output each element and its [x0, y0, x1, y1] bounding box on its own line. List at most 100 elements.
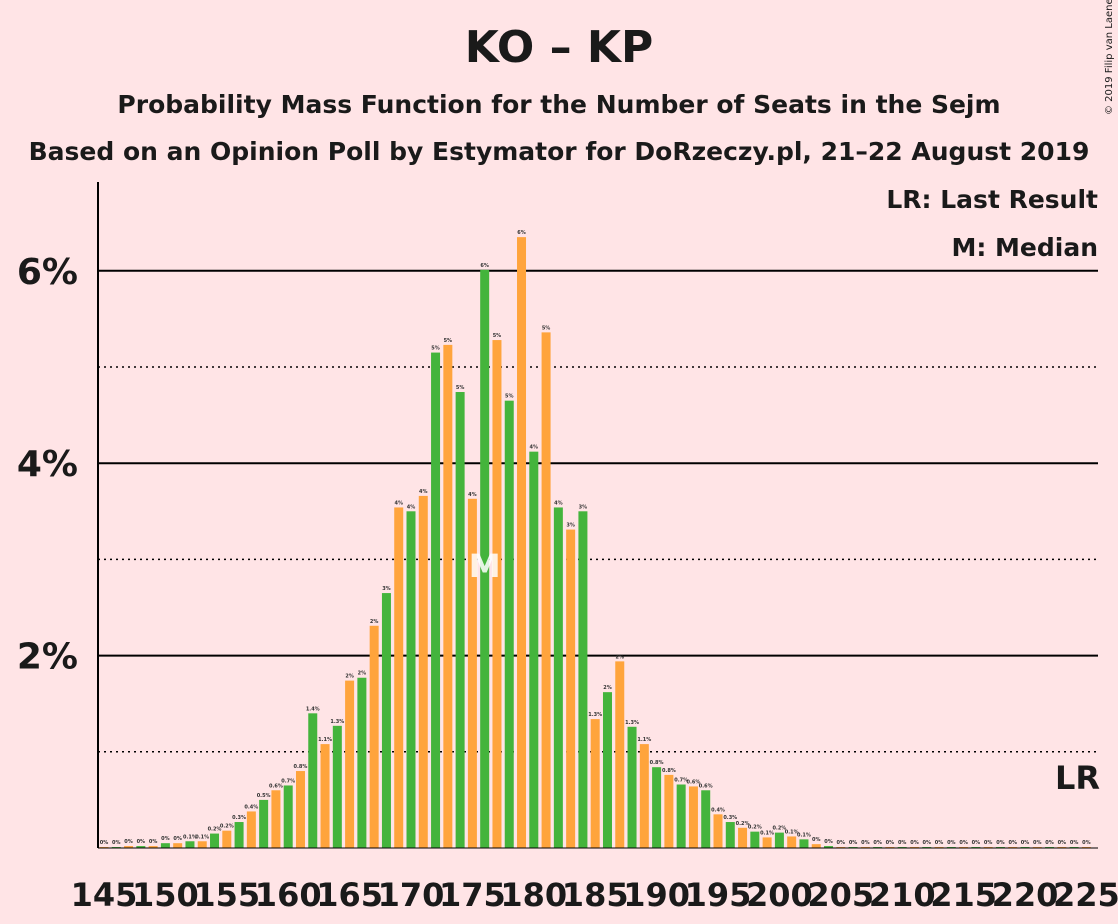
- bar: [234, 822, 244, 848]
- bar-value-label: 2%: [616, 654, 625, 660]
- y-tick-label: 2%: [17, 637, 78, 678]
- bar-value-label: 0.4%: [711, 807, 725, 813]
- bar-value-label: 0%: [124, 839, 133, 845]
- chart-subtitle: Probability Mass Function for the Number…: [117, 90, 1001, 119]
- bar-value-label: 2%: [370, 619, 379, 625]
- gridlines: [98, 269, 1098, 753]
- bar: [136, 846, 146, 848]
- bar-value-label: 0.6%: [269, 783, 283, 789]
- bar-value-label: 4%: [407, 504, 416, 510]
- bar-value-label: 4%: [419, 489, 428, 495]
- bar-value-label: 0.4%: [244, 804, 258, 810]
- bar: [381, 593, 391, 848]
- bar: [578, 511, 588, 848]
- x-tick-label: 150: [132, 876, 199, 914]
- bar: [664, 774, 674, 848]
- bar: [529, 451, 539, 848]
- bar: [295, 771, 305, 848]
- bar-value-label: 3%: [382, 586, 391, 592]
- bar-value-label: 0%: [972, 840, 981, 846]
- bar-value-label: 5%: [505, 394, 514, 400]
- bar-value-label: 0.6%: [699, 783, 713, 789]
- bar: [602, 692, 612, 848]
- bar: [676, 784, 686, 848]
- bar-value-label: 0%: [1045, 840, 1054, 846]
- bar: [357, 677, 367, 848]
- x-tick-label: 160: [255, 876, 322, 914]
- bar-value-label: 0.3%: [232, 815, 246, 821]
- bar-value-label: 0%: [112, 840, 121, 846]
- bar-value-label: 0%: [1082, 840, 1091, 846]
- bar: [246, 811, 256, 848]
- bar-value-label: 0.1%: [785, 829, 799, 835]
- bar: [160, 843, 170, 848]
- bar-value-label: 5%: [431, 346, 440, 352]
- bar-value-label: 1.1%: [318, 737, 332, 743]
- bar: [431, 352, 441, 848]
- chart-title: KO – KP: [464, 22, 654, 73]
- bar: [799, 839, 809, 848]
- bar: [173, 843, 183, 848]
- x-tick-label: 205: [807, 876, 874, 914]
- bar-value-label: 1.3%: [588, 712, 602, 718]
- x-tick-label: 195: [685, 876, 752, 914]
- bar-value-label: 0.1%: [760, 830, 774, 836]
- bar-value-label: 6%: [480, 263, 489, 269]
- bar-value-label: 0%: [910, 840, 919, 846]
- bar: [332, 725, 342, 848]
- bar-value-label: 0%: [1070, 840, 1079, 846]
- x-tick-label: 200: [746, 876, 813, 914]
- bar-value-label: 0%: [837, 840, 846, 846]
- bar: [627, 726, 637, 848]
- bar: [701, 790, 711, 848]
- x-tick-label: 185: [562, 876, 629, 914]
- bar: [762, 837, 772, 848]
- bar-value-label: 0%: [947, 840, 956, 846]
- bar-value-label: 0.2%: [772, 826, 786, 832]
- bar: [210, 833, 220, 848]
- bar-value-label: 0%: [935, 840, 944, 846]
- bar: [443, 344, 453, 848]
- bar-value-label: 0%: [984, 840, 993, 846]
- median-marker: M: [469, 547, 501, 585]
- chart-source-subtitle: Based on an Opinion Poll by Estymator fo…: [28, 137, 1090, 166]
- bar: [639, 744, 649, 848]
- x-tick-label: 175: [439, 876, 506, 914]
- bar-value-label: 0%: [996, 840, 1005, 846]
- bar: [725, 822, 735, 848]
- last-result-marker: LR: [1055, 759, 1100, 797]
- bar: [185, 841, 195, 848]
- x-tick-labels: 1451501551601651701751801851901952002052…: [71, 876, 1118, 914]
- bar: [148, 846, 158, 848]
- bar: [455, 392, 465, 848]
- bar-value-label: 0%: [137, 839, 146, 845]
- bar: [615, 661, 625, 848]
- bar: [590, 719, 600, 848]
- bar: [394, 507, 404, 848]
- bar-value-label: 1.4%: [306, 706, 320, 712]
- bar-value-label: 0%: [873, 840, 882, 846]
- bar-value-label: 0%: [849, 840, 858, 846]
- bar-value-label: 1.3%: [330, 719, 344, 725]
- markers: M LR: [469, 547, 1100, 797]
- bar-value-label: 4%: [394, 500, 403, 506]
- bar-value-label: 0%: [959, 840, 968, 846]
- bar-value-label: 0.8%: [294, 764, 308, 770]
- bar-value-label: 0%: [1021, 840, 1030, 846]
- bar: [492, 340, 502, 848]
- bar-value-label: 0%: [812, 837, 821, 843]
- bar: [504, 400, 514, 848]
- bar: [320, 744, 330, 848]
- bar: [345, 680, 355, 848]
- x-tick-label: 155: [193, 876, 260, 914]
- x-tick-label: 190: [623, 876, 690, 914]
- bar-value-label: 0%: [149, 839, 158, 845]
- bar: [406, 511, 416, 848]
- bar-value-label: 0.1%: [195, 834, 209, 840]
- bar-value-label: 5%: [444, 338, 453, 344]
- bar: [369, 625, 379, 848]
- bar-value-label: 0.8%: [650, 760, 664, 766]
- bar-value-label: 0%: [100, 840, 109, 846]
- bar-value-label: 1.3%: [625, 720, 639, 726]
